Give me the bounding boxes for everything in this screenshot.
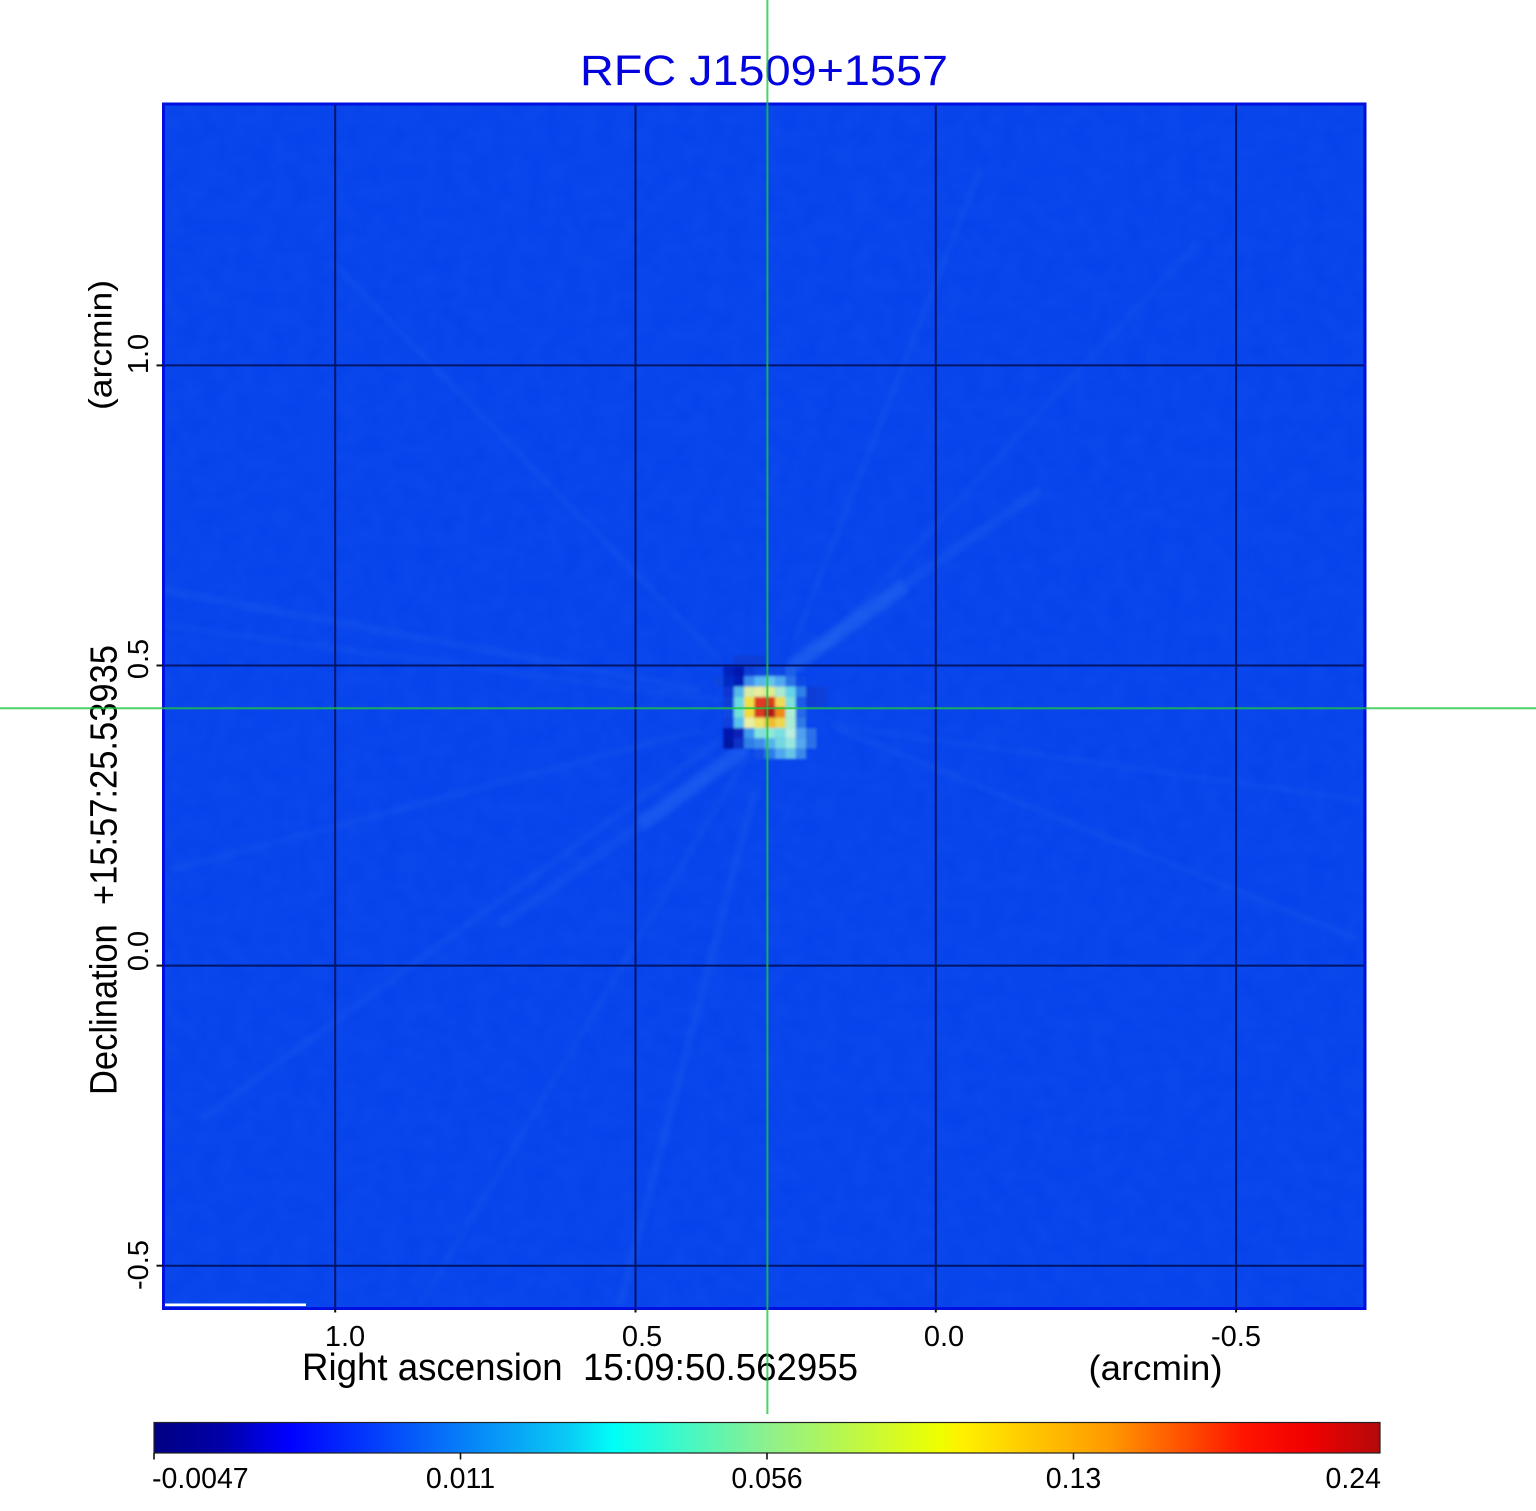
svg-text:-0.0047: -0.0047 xyxy=(152,1463,249,1495)
svg-text:Declination +15:57:25.53935: Declination +15:57:25.53935 xyxy=(84,645,126,1095)
svg-text:0.5: 0.5 xyxy=(622,1321,662,1353)
svg-text:1.0: 1.0 xyxy=(123,334,155,374)
svg-text:(arcmin): (arcmin) xyxy=(83,280,119,410)
svg-text:0.0: 0.0 xyxy=(924,1321,964,1353)
svg-text:1.0: 1.0 xyxy=(325,1321,365,1353)
svg-text:Right ascension 15:09:50.5629: Right ascension 15:09:50.562955 xyxy=(302,1347,858,1389)
svg-text:0.011: 0.011 xyxy=(426,1463,495,1495)
svg-text:0.5: 0.5 xyxy=(123,639,155,679)
svg-text:0.056: 0.056 xyxy=(731,1463,802,1495)
svg-text:(arcmin): (arcmin) xyxy=(1089,1349,1223,1388)
svg-text:0.13: 0.13 xyxy=(1046,1463,1101,1495)
svg-text:-0.5: -0.5 xyxy=(123,1240,155,1290)
svg-text:-0.5: -0.5 xyxy=(1211,1321,1261,1353)
svg-text:0.24: 0.24 xyxy=(1326,1463,1382,1495)
svg-text:0.0: 0.0 xyxy=(123,931,155,971)
svg-text:RFC J1509+1557: RFC J1509+1557 xyxy=(580,48,948,95)
